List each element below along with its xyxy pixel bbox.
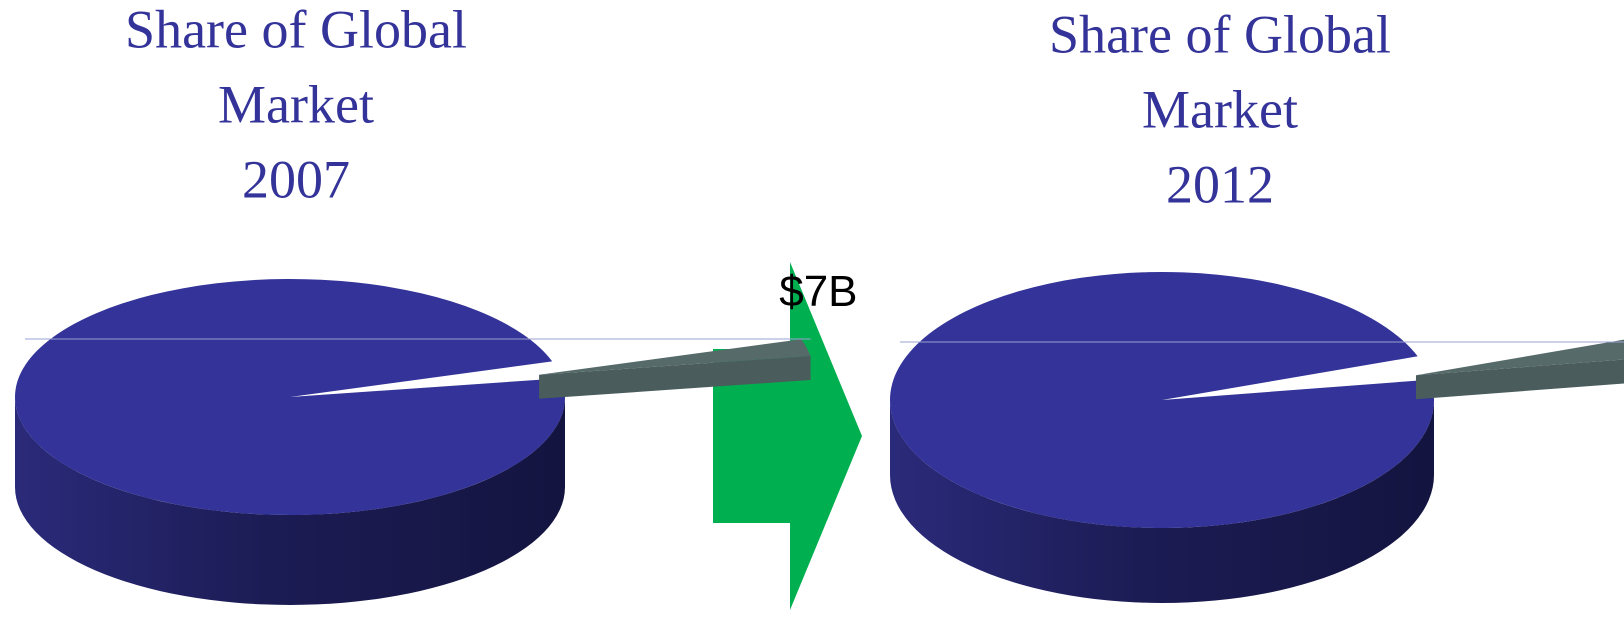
pie-side xyxy=(890,400,1434,603)
chart-title: Share of Global xyxy=(125,0,467,59)
chart-title: 2007 xyxy=(242,149,350,209)
chart-title: Market xyxy=(218,74,374,134)
chart-title: Share of Global xyxy=(1049,4,1391,64)
pie-side xyxy=(15,397,565,605)
pie-slice xyxy=(14,278,565,515)
chart-title: 2012 xyxy=(1166,154,1274,214)
pie-slice xyxy=(1415,339,1624,376)
pie-slice xyxy=(890,272,1435,529)
pie-slice xyxy=(539,339,811,375)
data-label: $7B xyxy=(779,267,857,316)
chart-title: Market xyxy=(1142,79,1298,139)
pie-slice-side xyxy=(539,356,811,399)
pie-slice-side xyxy=(1415,359,1624,400)
